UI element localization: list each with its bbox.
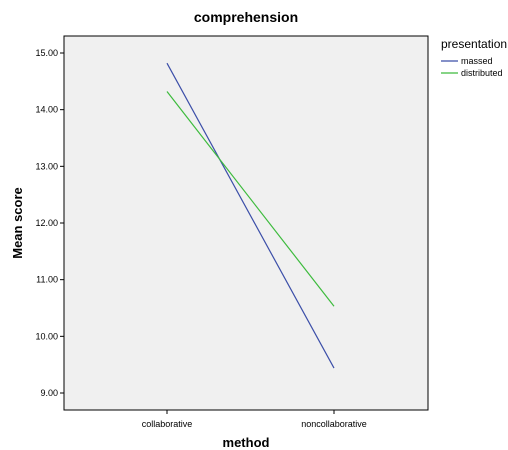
y-tick-label: 11.00 <box>36 275 58 285</box>
legend-label-massed: massed <box>461 56 493 66</box>
x-axis-title: method <box>223 435 270 450</box>
legend-title: presentation <box>441 37 507 51</box>
x-tick-label: collaborative <box>142 419 193 429</box>
chart-title: comprehension <box>194 9 298 25</box>
y-tick-label: 15.00 <box>35 48 58 58</box>
y-tick-label: 12.00 <box>35 218 58 228</box>
x-tick-label: noncollaborative <box>301 419 367 429</box>
y-tick-label: 14.00 <box>35 105 58 115</box>
x-axis: collaborative noncollaborative <box>142 410 367 429</box>
plot-area <box>63 35 429 411</box>
y-tick-label: 13.00 <box>35 161 58 171</box>
legend: presentation massed distributed <box>441 37 507 78</box>
legend-label-distributed: distributed <box>461 68 503 78</box>
y-tick-label: 9.00 <box>40 388 58 398</box>
series-line-massed <box>166 62 335 369</box>
series-layer <box>166 62 335 369</box>
y-axis-title: Mean score <box>10 187 25 259</box>
y-axis: 9.00 10.00 11.00 12.00 13.00 14.00 15.00 <box>35 48 64 398</box>
series-line-distributed <box>166 91 335 307</box>
y-tick-label: 10.00 <box>35 331 58 341</box>
